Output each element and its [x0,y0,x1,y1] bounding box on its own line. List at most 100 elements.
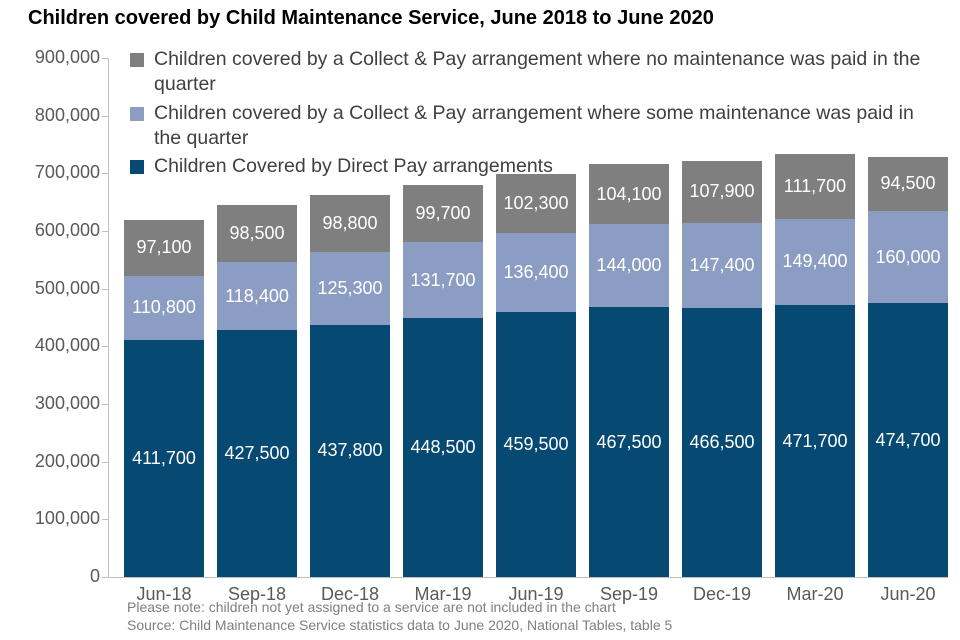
bar-segment: 110,800 [124,275,204,340]
y-axis-tick-mark [102,577,108,578]
bar-segment-label: 131,700 [410,269,476,290]
y-axis-tick-label: 500,000 [34,277,100,298]
y-axis-tick-mark [102,461,108,463]
bar-segment: 102,300 [496,174,576,234]
y-axis-tick-label: 300,000 [34,393,100,413]
bar-segment-label: 104,100 [596,183,662,204]
x-axis: Jun-18 Sep-18 Dec-18 Mar-19 Jun-19 Sep-19 Dec-… [124,584,948,605]
bar-segment: 99,700 [403,184,483,243]
bar-mar-19: 448,500 131,700 99,700 [403,184,483,577]
y-axis-tick-label: 700,000 [34,162,100,183]
bar-segment-label: 160,000 [875,246,941,267]
bar-segment-label: 149,400 [782,251,848,272]
bar-sep-19: 467,500 144,000 104,100 [589,164,669,577]
x-axis-label: Dec-18 [320,584,380,604]
bar-jun-19: 459,500 136,400 102,300 [496,174,576,577]
bar-segment: 97,100 [124,219,204,276]
bar-segment: 448,500 [403,318,483,577]
bar-segment-label: 111,700 [783,176,847,197]
y-axis-tick-mark [102,58,108,59]
legend-item: Children covered by a Collect & Pay arra… [130,101,922,152]
bar-segment-label: 471,700 [782,430,848,451]
bar-segment-label: 466,500 [689,432,755,452]
chart-title: Children covered by Child Maintenance Se… [28,7,714,29]
x-axis-label: Sep-19 [599,584,659,604]
legend-label: Children Covered by Direct Pay arrangeme… [154,155,553,178]
source-note: Source: Child Maintenance Service statis… [127,617,673,633]
y-axis-tick-label: 400,000 [34,335,100,356]
y-axis-tick-mark [102,173,108,175]
bar-segment-label: 147,400 [689,255,755,275]
x-axis-label: Jun-19 [508,584,564,604]
plot-area: 411,700 110,800 97,100 427,500 118,400 98,500… [124,58,948,577]
bar-segment-label: 107,900 [689,181,755,202]
legend-item: Children Covered by Direct Pay arrangeme… [130,154,922,179]
y-axis-tick-label: 600,000 [34,220,100,240]
bar-segment-label: 411,700 [132,447,196,468]
bar-segment-label: 94,500 [880,173,936,194]
bar-segment: 474,700 [868,303,948,577]
legend-item: Children covered by a Collect & Pay arra… [130,47,922,98]
legend-label: Children covered by a Collect & Pay arra… [154,48,921,96]
bar-segment-label: 102,300 [503,193,569,214]
y-axis-tick-label: 900,000 [34,47,100,67]
bar-segment-label: 136,400 [503,262,569,283]
bar-segment-label: 459,500 [503,434,569,455]
bar-segment-label: 110,800 [132,297,196,318]
x-axis-label: Jun-20 [880,584,936,604]
bar-segment: 411,700 [124,339,204,577]
bar-dec-18: 437,800 125,300 98,800 [310,195,390,577]
bar-jun-20: 474,700 160,000 94,500 [868,156,948,577]
bar-sep-18: 427,500 118,400 98,500 [217,205,297,577]
bar-segment: 98,500 [217,205,297,263]
bar-segment: 131,700 [403,242,483,319]
y-axis-tick-label: 100,000 [34,508,100,529]
y-axis-tick-mark [102,115,108,117]
bar-segment: 111,700 [775,154,855,219]
y-axis-tick-mark [102,404,108,405]
bar-segment-label: 474,700 [875,429,941,450]
legend-swatch [130,53,144,67]
bar-segment-label: 97,100 [136,237,192,258]
y-axis-tick-label: 200,000 [34,450,100,471]
bar-segment: 107,900 [682,160,762,223]
bar-segment-label: 125,300 [317,277,383,298]
legend-swatch [130,106,144,121]
y-axis-tick-mark [102,519,108,521]
y-axis-tick-label: 0 [89,566,100,586]
legend: Children covered by a Collect & Pay arra… [130,47,922,183]
y-axis-tick-mark [102,288,108,290]
legend-label: Children covered by a Collect & Pay arra… [154,101,914,150]
y-axis-tick-mark [102,231,108,232]
bar-jun-18: 411,700 110,800 97,100 [124,219,204,577]
bar-segment: 427,500 [217,330,297,577]
bar-segment: 437,800 [310,324,390,577]
bar-segment: 118,400 [217,262,297,331]
bar-segment: 467,500 [589,307,669,577]
bar-dec-19: 466,500 147,400 107,900 [682,160,762,577]
x-axis-label: Jun-18 [136,584,192,604]
bar-segment-label: 98,500 [229,223,285,244]
x-axis-line [108,577,948,578]
bar-segment: 98,800 [310,195,390,253]
bar-segment: 144,000 [589,224,669,308]
bar-segment-label: 144,000 [596,255,662,276]
bar-segment: 147,400 [682,223,762,308]
bar-segment: 160,000 [868,211,948,304]
bar-segment-label: 467,500 [596,431,662,452]
x-axis-label: Dec-19 [692,584,752,604]
x-axis-label: Mar-20 [786,584,844,604]
bar-segment: 125,300 [310,252,390,325]
bar-segment: 136,400 [496,233,576,313]
bar-segment: 94,500 [868,156,948,211]
bar-segment: 149,400 [775,218,855,305]
bar-segment-label: 98,800 [322,213,378,234]
bar-segment-label: 427,500 [224,443,290,464]
legend-swatch [130,160,144,175]
bar-segment: 104,100 [589,164,669,225]
y-axis-tick-label: 800,000 [34,104,100,125]
x-axis-label: Mar-19 [414,584,472,604]
bar-segment: 459,500 [496,312,576,577]
bar-segment-label: 437,800 [317,440,383,461]
bar-segment: 471,700 [775,305,855,577]
